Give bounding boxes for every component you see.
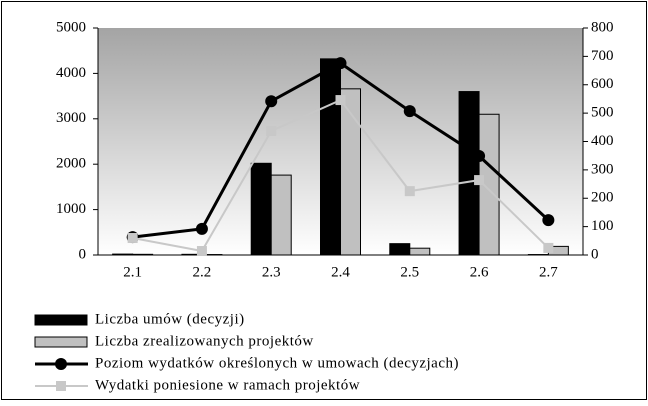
y-tick-label: 3000	[56, 110, 86, 126]
x-tick-label: 2.6	[470, 264, 489, 280]
y2-tick-label: 500	[591, 105, 614, 121]
y-tick-label: 2000	[56, 156, 86, 172]
legend-marker	[55, 358, 67, 370]
line-marker	[473, 150, 485, 162]
line-marker	[335, 57, 347, 69]
legend-label: Liczba umów (decyzji)	[95, 311, 245, 327]
legend-label: Liczba zrealizowanych projektów	[95, 333, 314, 349]
bar	[133, 254, 153, 255]
legend-marker	[56, 381, 66, 391]
x-tick-label: 2.7	[539, 264, 558, 280]
bar	[251, 163, 271, 255]
bar	[390, 244, 410, 255]
line-marker	[128, 233, 138, 243]
y2-tick-label: 600	[591, 76, 614, 92]
x-tick-label: 2.3	[262, 264, 281, 280]
bar	[321, 59, 341, 255]
line-marker	[265, 95, 277, 107]
y2-tick-label: 300	[591, 161, 614, 177]
y2-tick-label: 800	[591, 19, 614, 35]
bar	[271, 175, 291, 255]
line-marker	[196, 223, 208, 235]
line-marker	[543, 243, 553, 253]
line-marker	[474, 175, 484, 185]
legend-swatch	[35, 315, 87, 325]
legend-swatch	[35, 337, 87, 347]
x-tick-label: 2.4	[331, 264, 350, 280]
line-marker	[405, 186, 415, 196]
y2-tick-label: 400	[591, 133, 614, 149]
legend-label: Poziom wydatków określonych w umowach (d…	[95, 355, 459, 371]
bar	[113, 254, 133, 255]
line-marker	[336, 95, 346, 105]
y-tick-label: 5000	[56, 19, 86, 35]
line-marker	[404, 105, 416, 117]
y-tick-label: 4000	[56, 65, 86, 81]
y2-tick-label: 200	[591, 190, 614, 206]
y2-tick-label: 700	[591, 48, 614, 64]
x-tick-label: 2.1	[123, 264, 142, 280]
x-tick-label: 2.2	[193, 264, 212, 280]
line-marker	[542, 214, 554, 226]
bar	[410, 248, 430, 255]
bar	[459, 92, 479, 255]
y2-tick-label: 100	[591, 218, 614, 234]
y-tick-label: 1000	[56, 201, 86, 217]
y-tick-label: 0	[79, 246, 87, 262]
legend-label: Wydatki poniesione w ramach projektów	[95, 377, 360, 393]
line-marker	[266, 126, 276, 136]
y2-tick-label: 0	[591, 246, 599, 262]
x-tick-label: 2.5	[400, 264, 419, 280]
line-marker	[197, 246, 207, 256]
